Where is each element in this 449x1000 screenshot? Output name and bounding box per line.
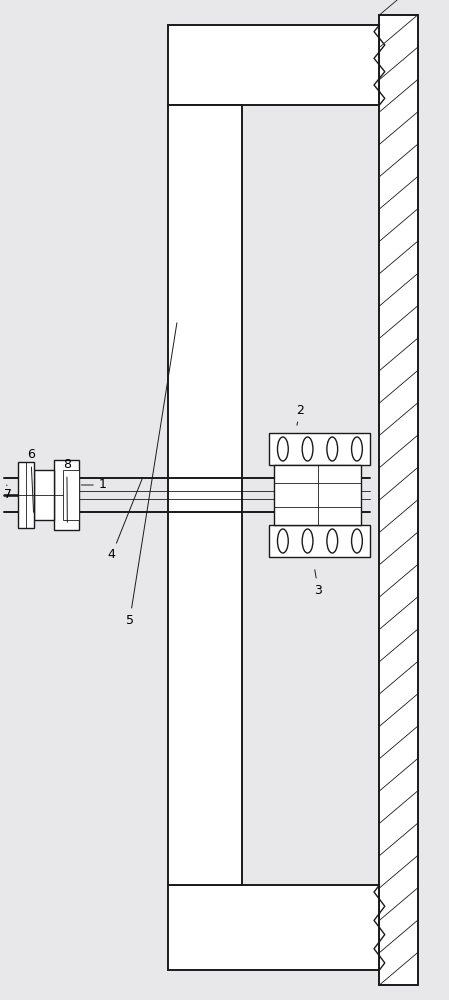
Circle shape (302, 437, 313, 461)
Bar (54, 460, 79, 530)
Bar (274, 465, 361, 525)
Bar (168, 885, 379, 970)
Circle shape (327, 529, 338, 553)
Text: 2: 2 (296, 403, 304, 425)
Text: 8: 8 (63, 458, 71, 522)
Circle shape (277, 529, 288, 553)
Text: 5: 5 (126, 323, 177, 626)
Circle shape (327, 437, 338, 461)
Text: 6: 6 (27, 448, 35, 512)
Text: 4: 4 (108, 478, 143, 562)
Text: 7: 7 (4, 485, 13, 502)
Text: 1: 1 (81, 479, 107, 491)
Bar (18, 462, 34, 528)
Bar (269, 433, 370, 465)
Bar (168, 25, 379, 105)
Text: 3: 3 (314, 570, 322, 596)
Bar (34, 470, 54, 520)
Circle shape (352, 529, 362, 553)
Circle shape (302, 529, 313, 553)
Circle shape (352, 437, 362, 461)
Bar (63, 470, 79, 520)
Bar (379, 15, 418, 985)
Circle shape (277, 437, 288, 461)
Bar (168, 105, 242, 885)
Bar (269, 525, 370, 557)
